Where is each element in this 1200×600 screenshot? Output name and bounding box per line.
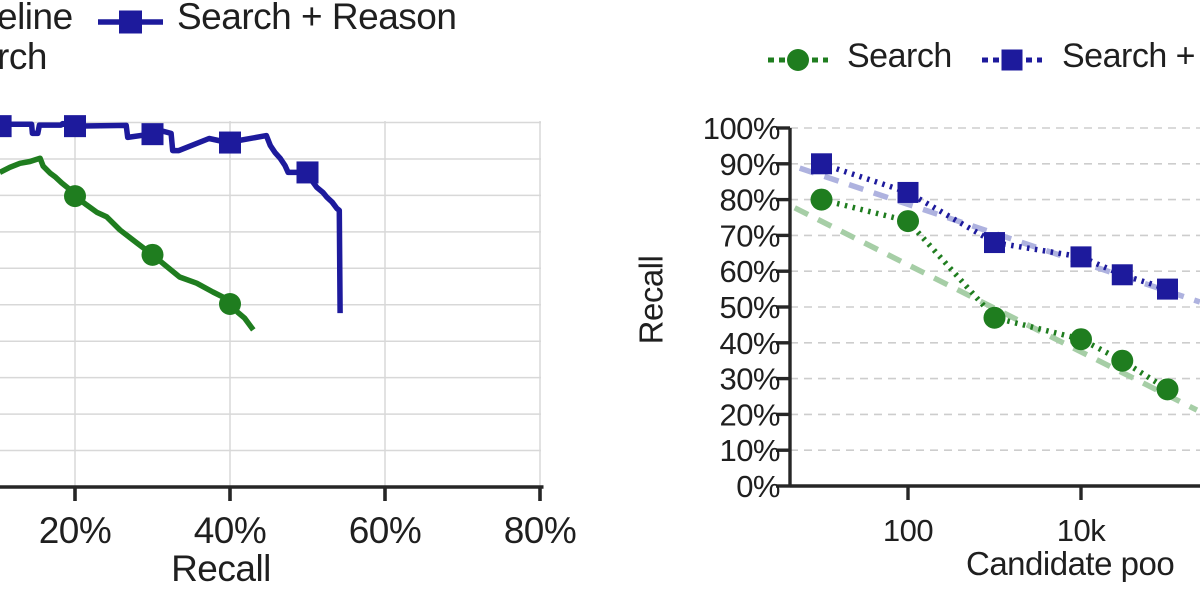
square-marker bbox=[64, 115, 86, 138]
y-tick-label: 30% bbox=[719, 362, 780, 397]
square-marker bbox=[897, 181, 919, 203]
circle-marker bbox=[810, 188, 833, 211]
y-tick-label: 20% bbox=[719, 397, 780, 432]
right-y-axis-label: Recall bbox=[632, 255, 670, 345]
x-tick-label: 10k bbox=[1057, 513, 1106, 548]
left-legend-search-label-fragment: rch bbox=[0, 36, 47, 77]
y-tick-label: 50% bbox=[719, 290, 780, 325]
circle-marker bbox=[1156, 378, 1179, 401]
left-legend-search-reason-label: Search + Reason bbox=[177, 0, 457, 37]
series-line-search-reason bbox=[0, 120, 343, 314]
legend-circle-marker bbox=[787, 49, 809, 71]
circle-marker bbox=[1070, 328, 1092, 351]
square-marker bbox=[1070, 246, 1092, 268]
left-legend-baseline-label-fragment: eline bbox=[0, 0, 73, 37]
x-tick-label: 40% bbox=[194, 510, 267, 551]
y-tick-label: 100% bbox=[703, 111, 780, 146]
x-tick-label: 100 bbox=[883, 513, 933, 548]
square-marker bbox=[811, 153, 832, 175]
x-tick-label: 20% bbox=[39, 510, 112, 551]
circle-marker bbox=[64, 185, 86, 208]
right-x-axis-label-fragment: Candidate poo bbox=[966, 545, 1175, 582]
left-chart: 20% 40% 60% 80% bbox=[0, 10, 577, 551]
square-marker bbox=[1157, 278, 1178, 300]
square-marker bbox=[0, 115, 12, 138]
y-tick-label: 60% bbox=[719, 254, 780, 289]
series-line-search bbox=[0, 155, 256, 332]
y-tick-label: 70% bbox=[719, 218, 780, 253]
y-tick-label: 90% bbox=[719, 147, 780, 182]
circle-marker bbox=[141, 243, 164, 266]
right-chart: 100%90%80%70%60%50%40%30%20%10%0% 100 10k bbox=[703, 49, 1200, 548]
circle-marker bbox=[983, 306, 1006, 329]
legend-square-marker bbox=[119, 10, 142, 34]
x-tick-label: 80% bbox=[504, 510, 577, 551]
circle-marker bbox=[897, 210, 919, 233]
x-tick-label: 60% bbox=[349, 510, 422, 551]
y-tick-label: 10% bbox=[719, 433, 780, 468]
square-marker bbox=[984, 232, 1005, 254]
square-marker bbox=[296, 161, 319, 184]
right-legend-search-label: Search bbox=[847, 37, 952, 75]
circle-marker bbox=[1111, 349, 1134, 372]
series-line-search bbox=[820, 196, 1169, 392]
trend-line bbox=[793, 205, 1199, 413]
circle-marker bbox=[219, 293, 241, 316]
left-x-axis-label: Recall bbox=[171, 548, 271, 589]
square-marker bbox=[1111, 264, 1133, 286]
square-marker bbox=[141, 123, 164, 146]
y-tick-label: 40% bbox=[719, 326, 780, 361]
right-legend-search-reason-label-fragment: Search + bbox=[1062, 37, 1196, 75]
square-marker bbox=[219, 131, 241, 154]
y-tick-label: 80% bbox=[719, 183, 780, 218]
y-tick-label: 0% bbox=[736, 469, 780, 504]
legend-square-marker bbox=[1001, 49, 1023, 71]
